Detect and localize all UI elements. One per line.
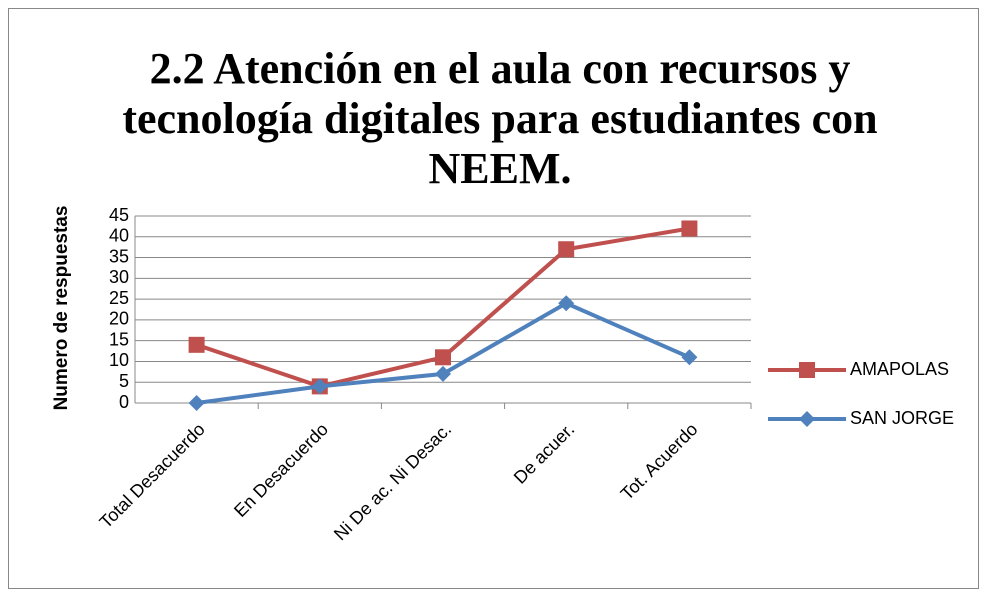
data-point: [311, 378, 328, 395]
legend-label: AMAPOLAS: [850, 359, 949, 379]
y-tick-label: 25: [109, 288, 129, 308]
chart-title: 2.2 Atención en el aula con recursos y t…: [122, 44, 878, 193]
data-point: [558, 295, 575, 312]
y-axis-label: Numero de respuestas: [51, 206, 72, 411]
y-tick-label: 35: [109, 246, 129, 266]
data-point: [435, 349, 451, 366]
legend-marker: [799, 411, 815, 427]
data-point: [558, 241, 575, 258]
y-tick-label: 30: [109, 267, 129, 287]
y-tick-label: 10: [109, 350, 129, 370]
y-tick-label: 15: [109, 329, 129, 349]
data-point: [681, 220, 698, 237]
legend-label: SAN JORGE: [850, 408, 954, 428]
data-point: [188, 395, 205, 411]
y-tick-label: 20: [109, 309, 129, 329]
y-tick-label: 45: [109, 205, 129, 225]
data-point: [435, 365, 451, 382]
y-tick-label: 0: [119, 392, 129, 412]
data-point: [188, 336, 205, 353]
y-tick-label: 5: [119, 371, 129, 391]
y-tick-label: 40: [109, 226, 129, 246]
legend-marker: [799, 362, 815, 378]
chart-border: [8, 8, 979, 589]
data-point: [681, 349, 698, 366]
